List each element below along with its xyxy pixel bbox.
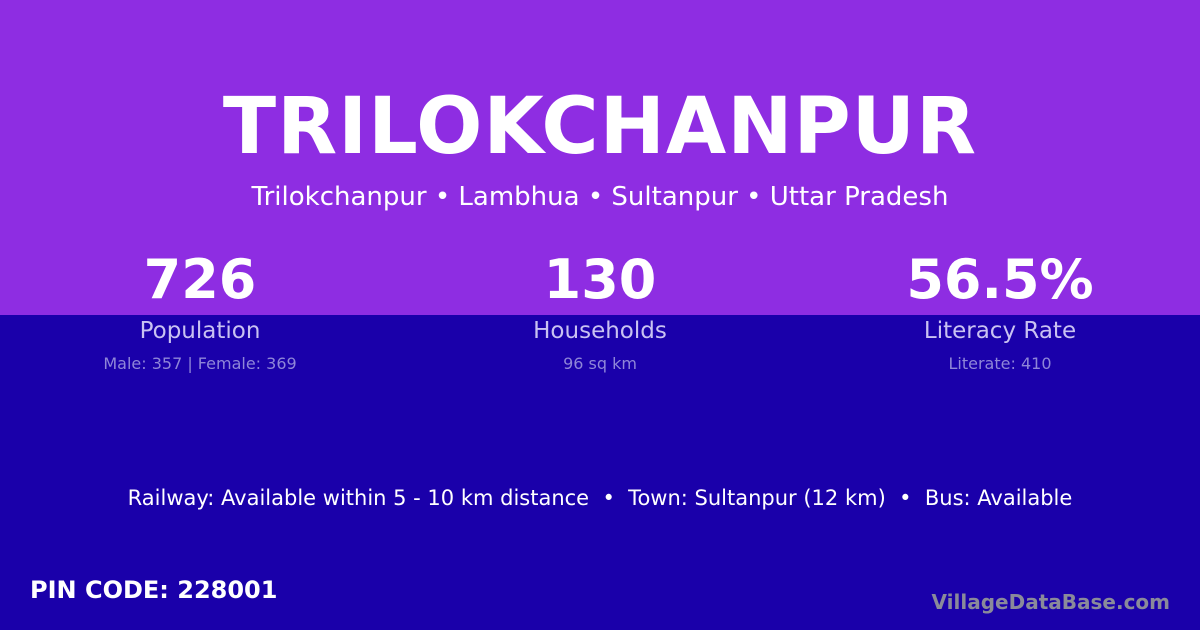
stat-households: 130 Households 96 sq km	[400, 248, 800, 373]
connectivity-info: Railway: Available within 5 - 10 km dist…	[127, 486, 1073, 510]
stat-label: Literacy Rate	[923, 318, 1077, 344]
stat-label: Population	[139, 318, 261, 344]
stat-label: Households	[533, 318, 667, 344]
brand-logo: VillageDataBase.com	[931, 590, 1170, 614]
stat-population: 726 Population Male: 357 | Female: 369	[0, 248, 400, 373]
pin-code: PIN CODE: 228001	[30, 576, 278, 604]
stat-value: 130	[543, 248, 657, 311]
page-title: TRILOKCHANPUR	[222, 82, 978, 172]
stat-detail: 96 sq km	[563, 354, 637, 373]
stat-literacy: 56.5% Literacy Rate Literate: 410	[800, 248, 1200, 373]
stat-detail: Literate: 410	[948, 354, 1052, 373]
stat-value: 56.5%	[906, 248, 1094, 311]
stat-value: 726	[143, 248, 257, 311]
header-band	[0, 0, 1200, 315]
location-breadcrumb: Trilokchanpur • Lambhua • Sultanpur • Ut…	[251, 182, 949, 212]
stat-detail: Male: 357 | Female: 369	[103, 354, 297, 373]
